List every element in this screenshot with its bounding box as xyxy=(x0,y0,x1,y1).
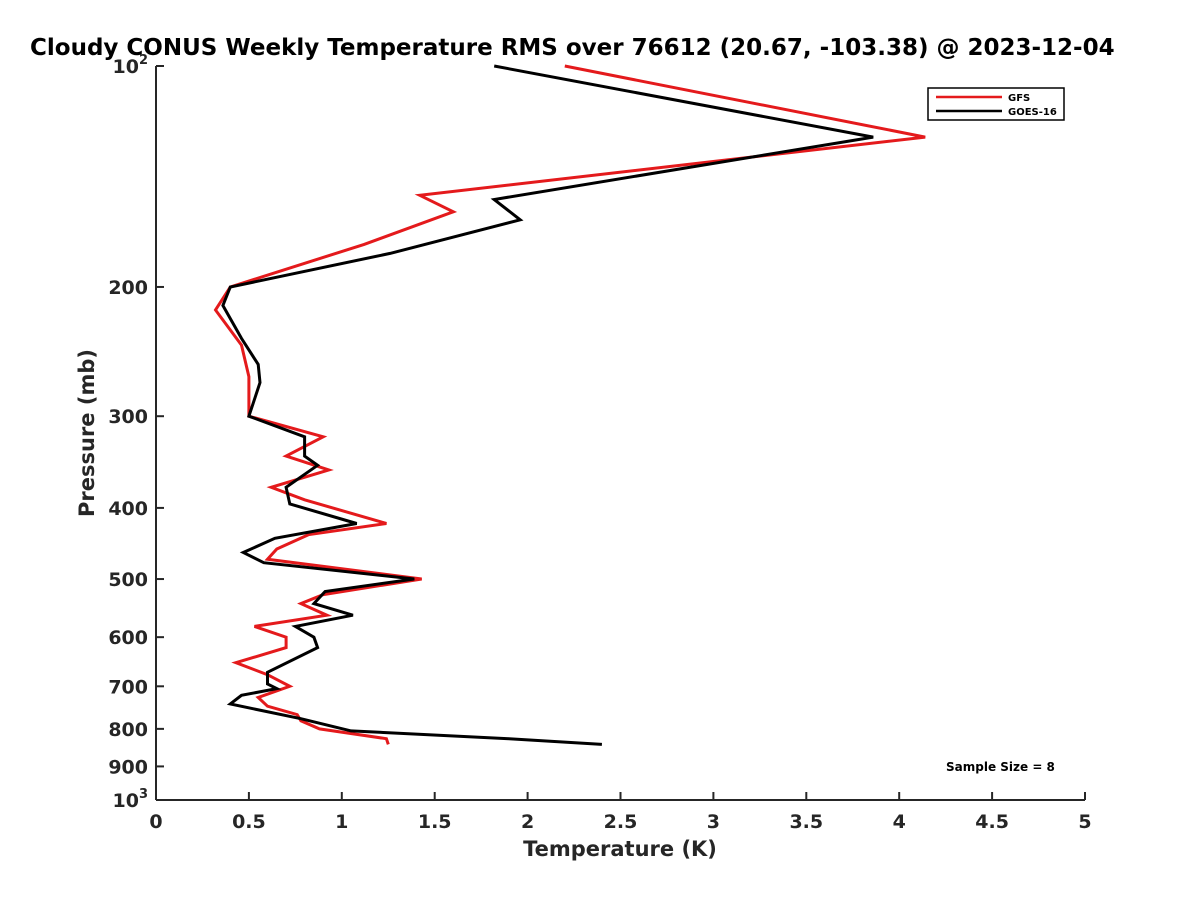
x-tick-label: 0 xyxy=(149,811,162,833)
y-tick-label: 400 xyxy=(108,498,148,520)
x-tick-label: 4.5 xyxy=(975,811,1009,833)
x-tick-label: 4 xyxy=(893,811,906,833)
y-tick-label: 500 xyxy=(108,569,148,591)
y-tick-label: 800 xyxy=(108,719,148,741)
x-tick-label: 5 xyxy=(1078,811,1091,833)
chart-title: Cloudy CONUS Weekly Temperature RMS over… xyxy=(30,35,1115,61)
y-tick-label: 200 xyxy=(108,277,148,299)
y-tick-label-exponent: 3 xyxy=(139,787,148,802)
y-tick-label: 300 xyxy=(108,406,148,428)
x-tick-label: 1.5 xyxy=(418,811,452,833)
x-tick-label: 1 xyxy=(335,811,348,833)
series-line-goes16 xyxy=(221,64,874,746)
y-tick-label-base: 10 xyxy=(113,56,139,78)
y-axis-title: Pressure (mb) xyxy=(75,349,99,517)
x-axis-title: Temperature (K) xyxy=(523,837,717,861)
y-tick-label: 103 xyxy=(113,787,149,812)
x-tick-label: 3 xyxy=(707,811,720,833)
y-tick-label: 102 xyxy=(113,53,149,78)
y-tick-label: 900 xyxy=(108,756,148,778)
legend-label-goes16: GOES-16 xyxy=(1008,107,1057,118)
y-tick-label: 700 xyxy=(108,676,148,698)
plot-area: 0 0.5 1 1.5 2 2.5 3 3.5 4 4.5 5 102200300400500600… xyxy=(108,53,1091,833)
y-tick-label-base: 10 xyxy=(113,790,139,812)
x-tick-label: 2.5 xyxy=(604,811,638,833)
x-tick-label: 3.5 xyxy=(789,811,823,833)
y-tick-label: 600 xyxy=(108,627,148,649)
y-tick-label-exponent: 2 xyxy=(139,53,148,68)
x-tick-label: 0.5 xyxy=(232,811,266,833)
x-tick-label: 2 xyxy=(521,811,534,833)
x-ticks: 0 0.5 1 1.5 2 2.5 3 3.5 4 4.5 5 xyxy=(149,792,1092,833)
legend-label-gfs: GFS xyxy=(1008,93,1030,104)
series-line-gfs xyxy=(213,64,926,745)
legend: GFS GOES-16 xyxy=(927,87,1065,121)
series-layer xyxy=(213,64,926,746)
legend-box xyxy=(927,87,1065,121)
sample-size-annotation: Sample Size = 8 xyxy=(946,760,1055,774)
